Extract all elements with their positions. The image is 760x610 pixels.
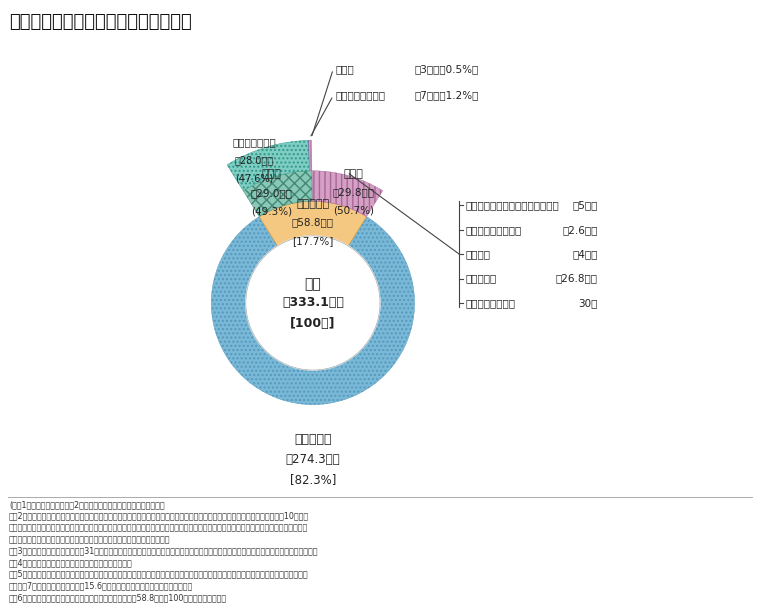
Text: 約29.8万人: 約29.8万人 (332, 187, 374, 198)
Text: 大臣、副大臣、政務官、大公使等: 大臣、副大臣、政務官、大公使等 (465, 200, 559, 210)
Text: 給与法適用職員: 給与法適用職員 (233, 137, 277, 146)
Text: 約274.3万人: 約274.3万人 (286, 453, 340, 466)
Text: 総計: 総計 (305, 278, 321, 292)
Wedge shape (243, 171, 312, 217)
Wedge shape (227, 140, 309, 191)
Text: 約4千人: 約4千人 (572, 249, 597, 259)
Text: 国家公務員: 国家公務員 (296, 199, 330, 209)
Text: 国会職員: 国会職員 (465, 249, 490, 259)
Text: 約3千人（0.5%）: 約3千人（0.5%） (414, 64, 479, 74)
Wedge shape (309, 140, 311, 171)
Text: 特別職: 特別職 (344, 169, 363, 179)
Text: 地方公務員: 地方公務員 (294, 432, 331, 446)
Text: 30人: 30人 (578, 298, 597, 308)
Text: 約58.8万人: 約58.8万人 (292, 218, 334, 228)
Text: 約29.0万人: 約29.0万人 (251, 188, 293, 198)
Text: 3　地方公務員の数は、「平成31年４月１日地方公務員給与実態調査結果」における一般職に属する地方公務員数である（総務省資料）。: 3 地方公務員の数は、「平成31年４月１日地方公務員給与実態調査結果」における一… (9, 547, 318, 556)
Text: (47.6%): (47.6%) (236, 173, 274, 183)
Text: (49.3%): (49.3%) (251, 206, 293, 216)
Text: 検察官: 検察官 (335, 64, 354, 74)
Text: [17.7%]: [17.7%] (292, 236, 334, 246)
Text: 4　数値は端数処理の関係で合致しない場合がある。: 4 数値は端数処理の関係で合致しない場合がある。 (9, 558, 133, 567)
Text: 5　このほかに、一般職国家公務員の非常勤職員（行政執行法人の職員等を除く）の数は、「一般職国家公務員在職状況統計表（令和２: 5 このほかに、一般職国家公務員の非常勤職員（行政執行法人の職員等を除く）の数は… (9, 570, 309, 579)
Text: 約5百人: 約5百人 (572, 200, 597, 210)
Text: 一般職: 一般職 (261, 170, 282, 179)
Text: (50.7%): (50.7%) (333, 206, 374, 216)
Text: [82.3%]: [82.3%] (290, 473, 336, 486)
Text: 約333.1万人: 約333.1万人 (282, 296, 344, 309)
Text: 行政執行法人職員: 行政執行法人職員 (335, 90, 385, 101)
Text: 約28.0万人: 約28.0万人 (235, 155, 274, 165)
Wedge shape (259, 201, 366, 246)
Text: 約2.6万人: 約2.6万人 (562, 224, 597, 235)
Text: 約7千人（1.2%）: 約7千人（1.2%） (414, 90, 479, 101)
Text: における令和３年１月１日現在の常勤職員数である（総務省資料）。: における令和３年１月１日現在の常勤職員数である（総務省資料）。 (9, 535, 170, 544)
Text: 2　行政執行法人の役員数は「令和２年度独立行政法人等の役員に就いている退職公務員等の状況の公表」における令和２年10月１日: 2 行政執行法人の役員数は「令和２年度独立行政法人等の役員に就いている退職公務員… (9, 512, 309, 521)
Circle shape (245, 236, 380, 370)
Text: 裁判官、裁判所職員: 裁判官、裁判所職員 (465, 224, 521, 235)
Wedge shape (211, 217, 414, 404)
Text: 行政執行法人役員: 行政執行法人役員 (465, 298, 515, 308)
Text: 防衛省職員: 防衛省職員 (465, 273, 496, 284)
Wedge shape (312, 171, 383, 217)
Wedge shape (311, 140, 312, 171)
Text: 6　国家公務員の内訳の構成比（　）は、国家公務員約58.8万人を100としたものである。: 6 国家公務員の内訳の構成比（ ）は、国家公務員約58.8万人を100としたもの… (9, 593, 227, 602)
Text: 約26.8万人: 約26.8万人 (556, 273, 597, 284)
Text: 現在の常勤役員数であり（内閣官房内閣人事局資料）、行政執行法人の職員数は「令和３年行政執行法人の常勤職員数に関する報告」: 現在の常勤役員数であり（内閣官房内閣人事局資料）、行政執行法人の職員数は「令和３… (9, 523, 309, 533)
Text: [100％]: [100％] (290, 317, 336, 330)
Text: 国家公務員及び地方公務員の種類と数: 国家公務員及び地方公務員の種類と数 (9, 13, 192, 32)
Text: 年7月１日現在）」により約15.6万人である（内閣官房内閣人事局資料）。: 年7月１日現在）」により約15.6万人である（内閣官房内閣人事局資料）。 (9, 581, 193, 590)
Text: (注）1　国家公務員の数は、2を除き、令和３年度末予算定員である。: (注）1 国家公務員の数は、2を除き、令和３年度末予算定員である。 (9, 500, 165, 509)
